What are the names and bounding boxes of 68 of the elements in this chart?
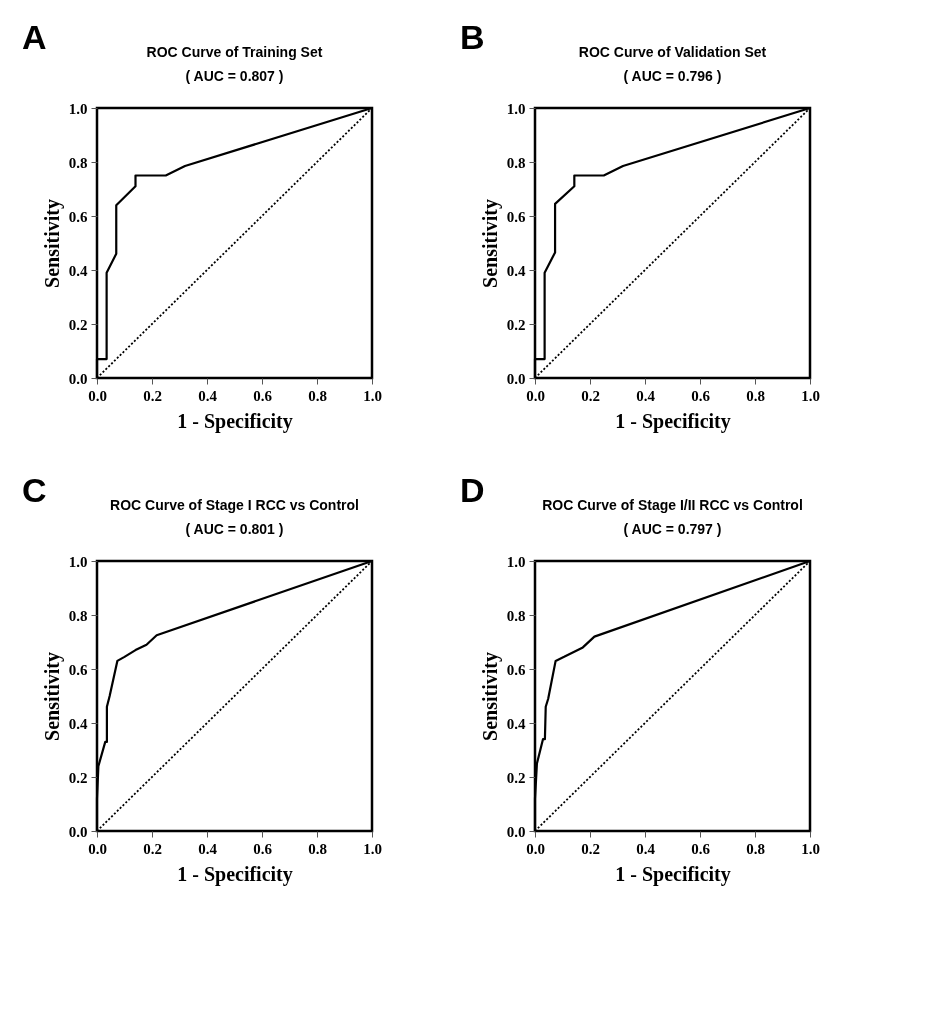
- y-tick-label: 0.0: [506, 370, 526, 387]
- y-tick-label: 0.0: [68, 370, 88, 387]
- x-tick-label: 0.6: [691, 387, 711, 404]
- x-axis-title: 1 - Specificity: [177, 409, 293, 433]
- y-tick-label: 0.6: [68, 208, 88, 225]
- y-tick-label: 0.8: [506, 154, 526, 171]
- x-tick-label: 0.2: [581, 387, 600, 404]
- y-axis-title: Sensitivity: [478, 652, 502, 741]
- x-axis-title: 1 - Specificity: [177, 862, 293, 886]
- chart-subtitle: ( AUC = 0.797 ): [623, 521, 722, 537]
- y-axis-title: Sensitivity: [40, 652, 64, 741]
- y-tick-label: 1.0: [68, 553, 88, 570]
- y-tick-label: 1.0: [506, 553, 526, 570]
- x-tick-label: 0.2: [581, 840, 600, 857]
- y-tick-label: 0.4: [68, 715, 88, 732]
- text: D: [460, 471, 485, 509]
- x-tick-label: 1.0: [363, 387, 382, 404]
- y-axis-title: Sensitivity: [40, 199, 64, 288]
- y-tick-label: 1.0: [506, 100, 526, 117]
- text: A: [22, 18, 47, 56]
- y-tick-label: 0.2: [68, 316, 88, 333]
- x-tick-label: 1.0: [801, 387, 820, 404]
- x-tick-label: 0.6: [253, 387, 273, 404]
- text: B: [460, 18, 485, 56]
- y-tick-label: 0.6: [506, 208, 526, 225]
- x-tick-label: 0.4: [198, 840, 218, 857]
- y-tick-label: 0.4: [68, 262, 88, 279]
- y-tick-label: 0.0: [506, 823, 526, 840]
- x-tick-label: 1.0: [363, 840, 382, 857]
- x-tick-label: 0.0: [526, 840, 545, 857]
- x-tick-label: 0.0: [88, 840, 107, 857]
- chart-subtitle: ( AUC = 0.807 ): [185, 68, 284, 84]
- x-tick-label: 0.0: [526, 387, 545, 404]
- chart-title: ROC Curve of Validation Set: [578, 44, 767, 60]
- x-tick-label: 0.8: [308, 840, 327, 857]
- text: C: [22, 471, 47, 509]
- chart-title: ROC Curve of Stage I RCC vs Control: [110, 497, 359, 513]
- y-tick-label: 0.2: [506, 769, 526, 786]
- x-tick-label: 0.2: [143, 840, 162, 857]
- x-axis-title: 1 - Specificity: [615, 409, 731, 433]
- x-tick-label: 0.6: [691, 840, 711, 857]
- y-tick-label: 0.8: [68, 154, 88, 171]
- x-tick-label: 0.6: [253, 840, 273, 857]
- y-tick-label: 0.0: [68, 823, 88, 840]
- x-tick-label: 0.8: [746, 840, 765, 857]
- y-tick-label: 0.6: [68, 661, 88, 678]
- chart-title: ROC Curve of Stage I/II RCC vs Control: [542, 497, 803, 513]
- x-tick-label: 0.8: [308, 387, 327, 404]
- chart-title: ROC Curve of Training Set: [146, 44, 323, 60]
- x-tick-label: 0.4: [636, 840, 656, 857]
- y-tick-label: 1.0: [68, 100, 88, 117]
- x-tick-label: 0.8: [746, 387, 765, 404]
- y-tick-label: 0.4: [506, 715, 526, 732]
- x-tick-label: 0.2: [143, 387, 162, 404]
- x-tick-label: 1.0: [801, 840, 820, 857]
- y-tick-label: 0.2: [506, 316, 526, 333]
- chart-subtitle: ( AUC = 0.801 ): [185, 521, 284, 537]
- x-tick-label: 0.0: [88, 387, 107, 404]
- y-axis-title: Sensitivity: [478, 199, 502, 288]
- x-tick-label: 0.4: [198, 387, 218, 404]
- x-axis-title: 1 - Specificity: [615, 862, 731, 886]
- y-tick-label: 0.8: [68, 607, 88, 624]
- chart-subtitle: ( AUC = 0.796 ): [623, 68, 722, 84]
- x-tick-label: 0.4: [636, 387, 656, 404]
- y-tick-label: 0.6: [506, 661, 526, 678]
- y-tick-label: 0.8: [506, 607, 526, 624]
- y-tick-label: 0.4: [506, 262, 526, 279]
- y-tick-label: 0.2: [68, 769, 88, 786]
